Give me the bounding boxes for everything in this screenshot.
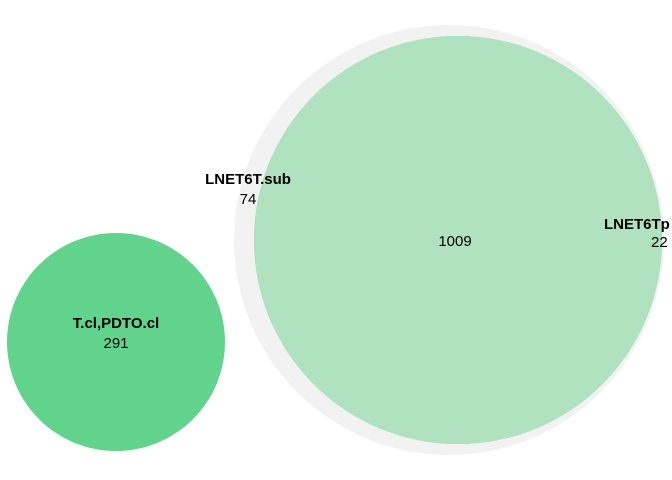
count-lnet6t-sub: 74 (240, 191, 257, 208)
set-label-lnet6tp: LNET6Tp (604, 216, 670, 233)
count-tcl-pdtocl: 291 (103, 335, 128, 352)
count-lnet6tp: 22 (651, 234, 668, 251)
set-circle-tcl-pdtocl (7, 233, 225, 451)
set-label-tcl-pdtocl: T.cl,PDTO.cl (73, 315, 159, 332)
count-intersection: 1009 (438, 233, 471, 250)
intersection-region (254, 36, 662, 444)
set-label-lnet6t-sub: LNET6T.sub (205, 171, 291, 188)
